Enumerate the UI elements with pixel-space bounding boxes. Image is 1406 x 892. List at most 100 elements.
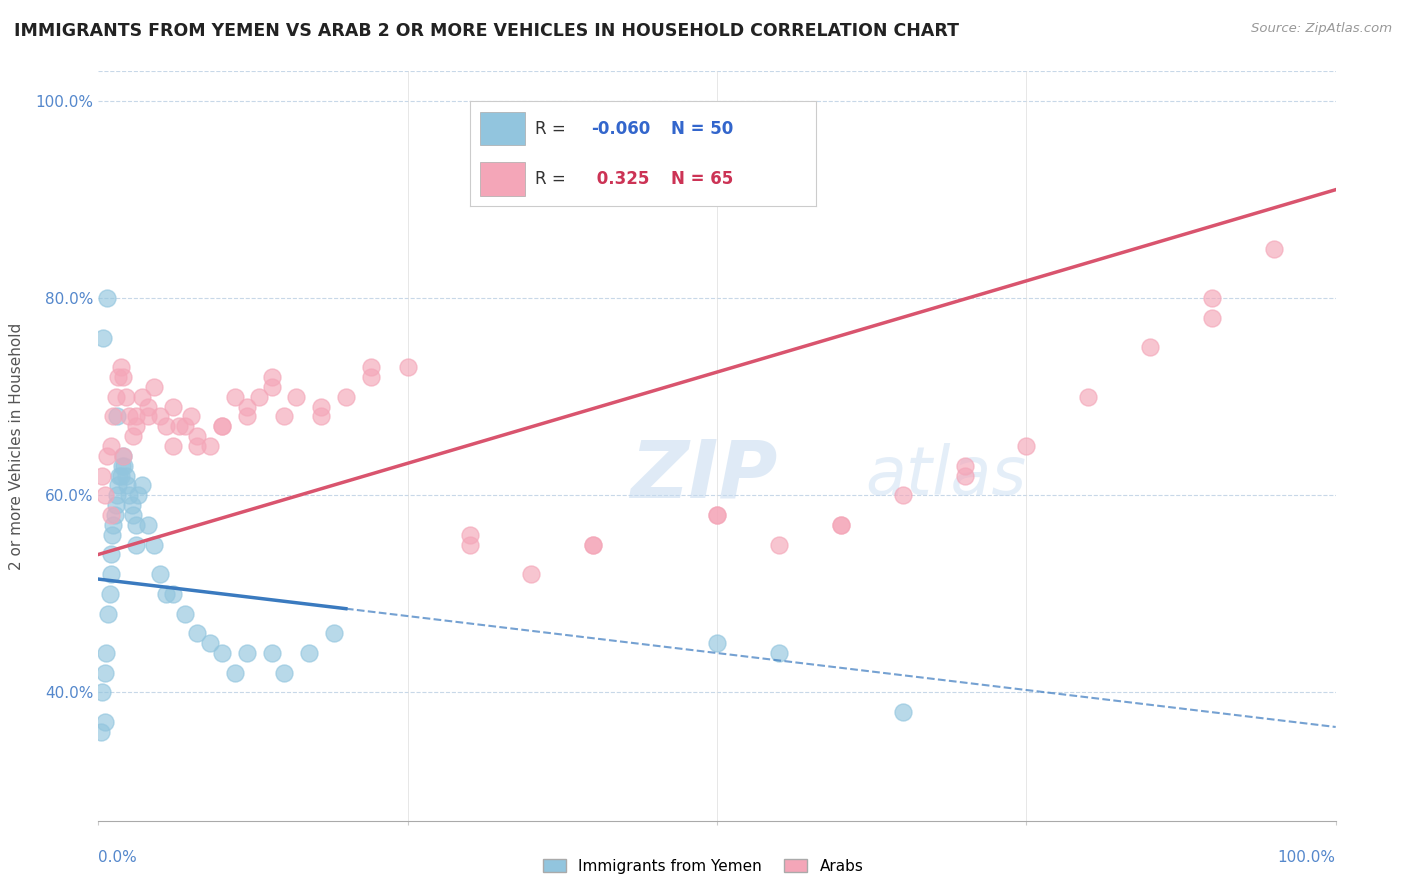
Point: [186, 626, 208, 640]
Point: [103, 517, 125, 532]
Point: [1263, 242, 1285, 256]
Point: [118, 488, 141, 502]
Point: [110, 360, 132, 375]
Point: [167, 419, 190, 434]
Point: [124, 419, 146, 434]
Point: [93, 488, 115, 502]
Point: [122, 508, 145, 522]
Point: [131, 390, 153, 404]
Point: [143, 380, 166, 394]
Point: [124, 409, 146, 424]
Point: [1077, 390, 1099, 404]
Point: [174, 607, 197, 621]
Point: [155, 587, 177, 601]
Point: [91, 685, 114, 699]
Point: [136, 400, 159, 414]
Point: [97, 607, 120, 621]
Point: [104, 390, 127, 404]
Point: [131, 478, 153, 492]
Point: [162, 587, 184, 601]
Point: [114, 468, 136, 483]
Point: [211, 419, 233, 434]
Point: [105, 488, 128, 502]
Point: [260, 370, 283, 384]
Point: [174, 419, 197, 434]
Point: [104, 498, 127, 512]
Point: [706, 508, 728, 522]
Point: [108, 468, 131, 483]
Point: [520, 567, 543, 582]
Point: [96, 291, 118, 305]
Point: [1201, 291, 1223, 305]
Point: [149, 409, 172, 424]
Point: [103, 508, 125, 522]
Point: [260, 380, 283, 394]
Point: [458, 538, 481, 552]
Point: [114, 390, 136, 404]
Point: [706, 508, 728, 522]
Point: [136, 409, 159, 424]
Legend: Immigrants from Yemen, Arabs: Immigrants from Yemen, Arabs: [537, 853, 869, 880]
Point: [236, 409, 259, 424]
Point: [124, 517, 146, 532]
Point: [322, 626, 344, 640]
Point: [93, 330, 115, 344]
Point: [127, 488, 149, 502]
Point: [953, 458, 976, 473]
Point: [107, 370, 129, 384]
Point: [211, 646, 233, 660]
Text: 0.0%: 0.0%: [98, 850, 138, 865]
Point: [360, 360, 382, 375]
Text: atlas: atlas: [866, 442, 1026, 508]
Point: [115, 478, 138, 492]
Point: [1201, 310, 1223, 325]
Point: [309, 409, 332, 424]
Point: [121, 498, 143, 512]
Point: [891, 705, 914, 719]
Point: [93, 714, 115, 729]
Point: [236, 400, 259, 414]
Point: [768, 538, 790, 552]
Point: [91, 468, 114, 483]
Point: [458, 527, 481, 541]
Point: [830, 517, 852, 532]
Point: [198, 636, 221, 650]
Point: [180, 409, 202, 424]
Point: [112, 458, 135, 473]
Point: [93, 665, 115, 680]
Point: [124, 538, 146, 552]
Point: [198, 439, 221, 453]
Text: 100.0%: 100.0%: [1278, 850, 1336, 865]
Y-axis label: 2 or more Vehicles in Household: 2 or more Vehicles in Household: [10, 322, 24, 570]
Point: [360, 370, 382, 384]
Point: [101, 527, 124, 541]
Point: [96, 449, 118, 463]
Point: [830, 517, 852, 532]
Text: Source: ZipAtlas.com: Source: ZipAtlas.com: [1251, 22, 1392, 36]
Point: [122, 429, 145, 443]
Point: [273, 409, 295, 424]
Point: [298, 646, 321, 660]
Point: [112, 449, 135, 463]
Point: [100, 567, 122, 582]
Point: [1139, 340, 1161, 354]
Point: [396, 360, 419, 375]
Point: [112, 449, 135, 463]
Point: [100, 508, 122, 522]
Point: [247, 390, 270, 404]
Point: [891, 488, 914, 502]
Point: [582, 538, 605, 552]
Point: [90, 725, 112, 739]
Point: [143, 538, 166, 552]
Text: ZIP: ZIP: [630, 436, 778, 515]
Point: [224, 665, 246, 680]
Point: [110, 468, 132, 483]
Point: [273, 665, 295, 680]
Text: IMMIGRANTS FROM YEMEN VS ARAB 2 OR MORE VEHICLES IN HOUSEHOLD CORRELATION CHART: IMMIGRANTS FROM YEMEN VS ARAB 2 OR MORE …: [14, 22, 959, 40]
Point: [105, 409, 128, 424]
Point: [112, 370, 135, 384]
Point: [236, 646, 259, 660]
Point: [107, 478, 129, 492]
Point: [260, 646, 283, 660]
Point: [211, 419, 233, 434]
